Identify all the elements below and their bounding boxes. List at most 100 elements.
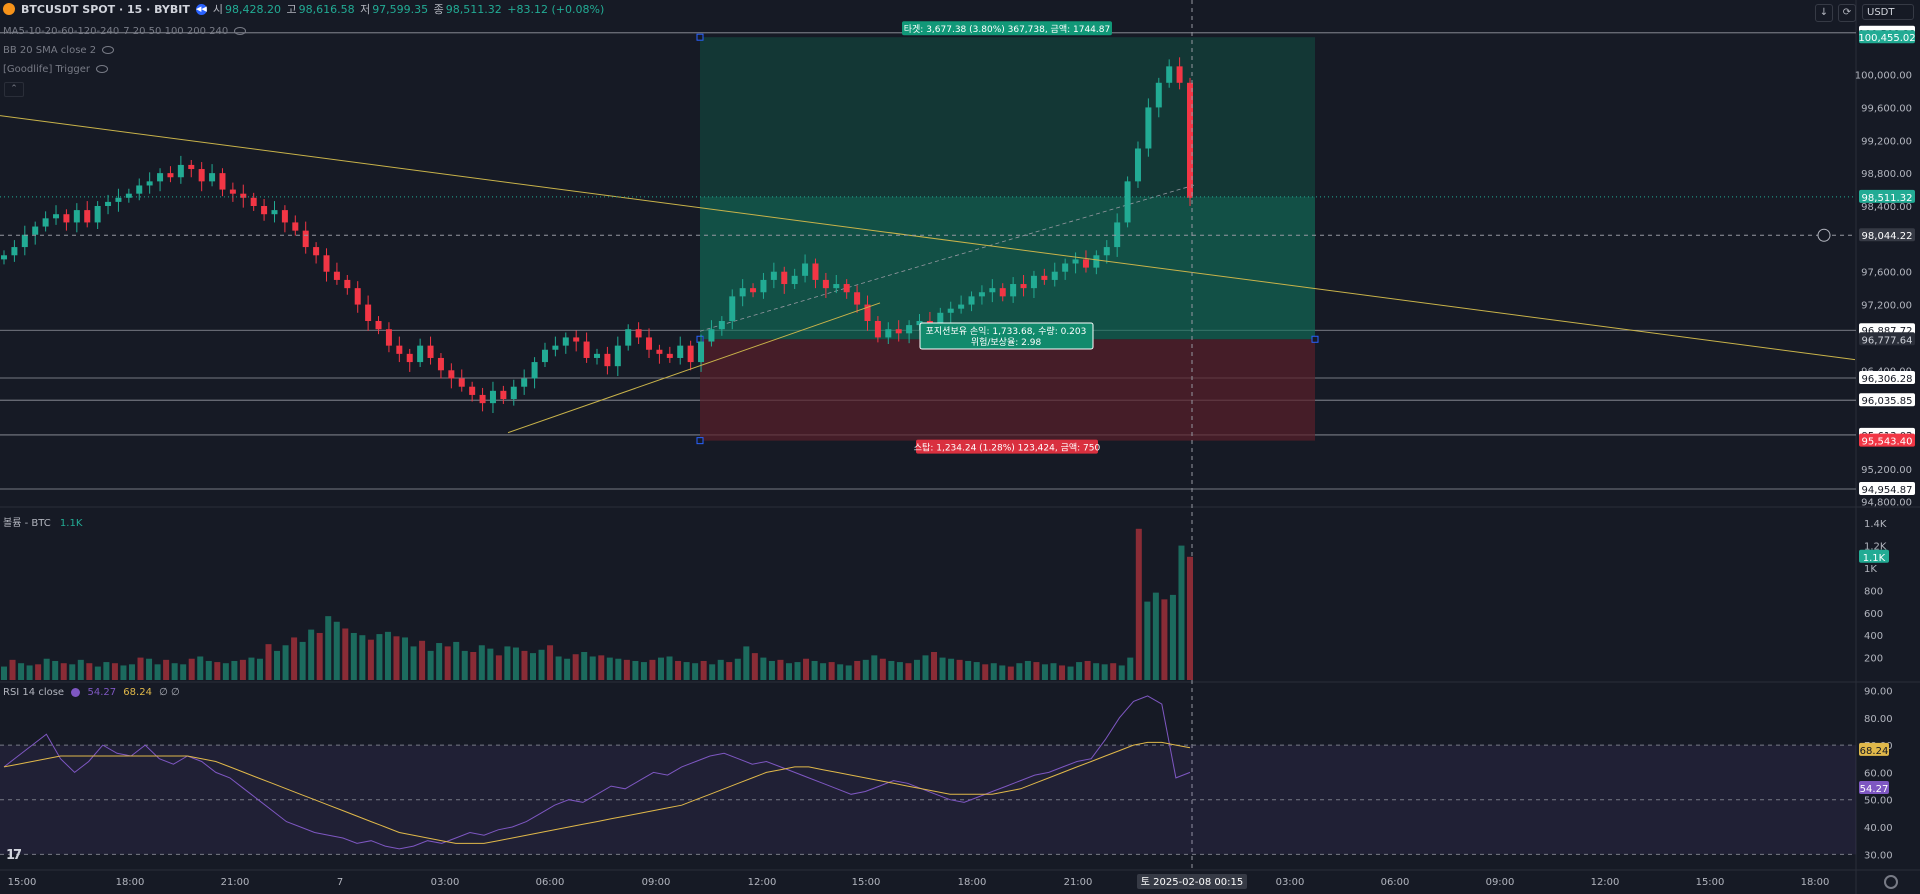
volume-bar <box>393 636 400 680</box>
volume-bar <box>231 660 238 680</box>
volume-bar <box>760 657 767 680</box>
indicator-trigger[interactable]: [Goodlife] Trigger <box>3 64 109 75</box>
candle-body <box>895 329 902 334</box>
time-tick-label: 09:00 <box>1486 877 1515 888</box>
volume-bar <box>9 659 16 680</box>
candle-body <box>999 288 1006 297</box>
volume-bar <box>94 666 101 680</box>
price-tick-label: 95,200.00 <box>1861 465 1912 476</box>
position-info-line2: 위험/보상율: 2.98 <box>971 337 1042 348</box>
candle-body <box>531 362 538 379</box>
rsi-tick-label: 50.00 <box>1864 796 1893 807</box>
entry-price-label-bg <box>1859 332 1915 346</box>
collapse-indicators-button[interactable]: ⌃ <box>4 82 24 97</box>
candle-body <box>105 201 112 206</box>
candle-body <box>292 222 299 231</box>
scroll-down-button[interactable]: ↓ <box>1815 4 1833 22</box>
candle-body <box>21 234 28 248</box>
volume-legend[interactable]: 볼륨 - BTC 1.1K <box>3 518 83 529</box>
volume-bar <box>615 658 622 680</box>
candle-body <box>427 345 434 358</box>
candle-body <box>1145 107 1152 149</box>
replay-icon[interactable]: ◀◀ <box>195 3 207 15</box>
rsi-ma-value-label: 68.24 <box>1860 746 1889 757</box>
candle-body <box>469 386 476 395</box>
stop-zone <box>700 339 1315 441</box>
volume-bar <box>77 659 84 680</box>
candle-body <box>594 353 600 358</box>
price-tick-label: 98,800.00 <box>1861 169 1912 180</box>
volume-bar <box>299 641 306 680</box>
symbol-title[interactable]: BTCUSDT SPOT · 15 · BYBIT <box>21 2 190 16</box>
volume-bar <box>1 666 7 680</box>
candle-body <box>906 325 913 334</box>
volume-bar <box>128 664 135 680</box>
volume-bar <box>402 637 409 680</box>
candle-body <box>677 345 684 358</box>
candle-body <box>375 321 382 330</box>
volume-tick-label: 1K <box>1864 564 1877 575</box>
volume-bar <box>453 641 460 680</box>
volume-bar <box>495 655 502 680</box>
candle-body <box>136 185 143 194</box>
candle-body <box>1010 284 1017 297</box>
volume-bar <box>1127 657 1134 680</box>
candle-body <box>739 288 746 297</box>
volume-bar <box>1169 594 1176 680</box>
position-handle <box>696 335 704 343</box>
volume-bar <box>333 621 340 680</box>
volume-bar <box>683 662 690 680</box>
rsi-tick-label: 90.00 <box>1864 686 1893 697</box>
candle-body <box>115 197 122 202</box>
candle-body <box>937 312 944 330</box>
time-tick-label: 7 <box>337 877 343 888</box>
candle-body <box>718 321 725 330</box>
volume-bar <box>487 648 494 680</box>
currency-select[interactable]: USDT <box>1862 4 1914 20</box>
gear-icon[interactable] <box>1884 875 1898 889</box>
volume-bar <box>427 650 434 680</box>
candle-body <box>854 292 861 305</box>
time-tick-label: 18:00 <box>1801 877 1830 888</box>
volume-bar <box>222 663 229 680</box>
candle-body <box>385 329 392 346</box>
trend-line-up <box>507 302 881 434</box>
auto-scale-button[interactable]: ⟳ <box>1838 4 1856 22</box>
eye-icon[interactable] <box>234 27 247 35</box>
volume-bar <box>581 652 588 680</box>
volume-bar <box>1118 665 1125 680</box>
rsi-ma-value-label-bg <box>1859 742 1889 756</box>
rsi-legend[interactable]: RSI 14 close 54.27 68.24 ∅ ∅ <box>3 687 180 698</box>
candle-body <box>94 206 101 223</box>
volume-bar <box>1059 665 1066 680</box>
volume-bar <box>726 662 733 680</box>
indicator-ma[interactable]: MA5-10-20-60-120-240 7 20 50 100 200 240 <box>3 26 247 37</box>
volume-bar <box>905 663 912 680</box>
crosshair-price-label: 98,044.22 <box>1862 231 1913 242</box>
time-tick-label: 15:00 <box>852 877 881 888</box>
volume-bar <box>18 663 25 680</box>
level-label-bg <box>1859 481 1915 495</box>
volume-bar <box>837 664 844 680</box>
position-info-box <box>919 322 1094 350</box>
eye-icon[interactable] <box>102 46 115 54</box>
rsi-tick-label: 30.00 <box>1864 850 1893 861</box>
volume-bar <box>214 662 221 680</box>
volume-bar <box>811 660 818 680</box>
volume-bar <box>982 664 989 680</box>
time-tick-label: 18:00 <box>958 877 987 888</box>
candle-body <box>250 197 257 206</box>
volume-bar <box>530 653 537 680</box>
volume-bar <box>197 656 204 680</box>
position-handle <box>1311 335 1319 343</box>
volume-bar <box>410 646 417 680</box>
indicator-bb[interactable]: BB 20 SMA close 2 <box>3 45 115 56</box>
volume-bar <box>239 659 246 680</box>
candle-body <box>1176 66 1183 83</box>
volume-bar <box>956 659 963 680</box>
volume-tick-label: 600 <box>1864 609 1883 620</box>
volume-bar <box>1041 664 1048 680</box>
eye-icon[interactable] <box>96 65 109 73</box>
volume-bar <box>308 629 315 680</box>
